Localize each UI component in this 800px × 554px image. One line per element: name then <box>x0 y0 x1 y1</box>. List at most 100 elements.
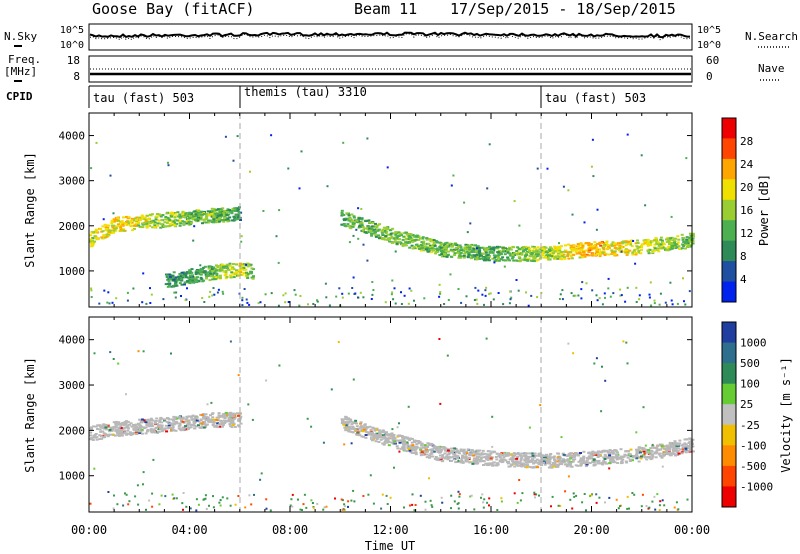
scatter-mark <box>456 503 459 505</box>
echo-mark <box>194 276 198 279</box>
echo-mark <box>611 241 615 244</box>
echo-mark <box>395 237 399 240</box>
velocity-x-ticks <box>88 317 693 512</box>
echo-mark <box>90 231 94 234</box>
scatter-mark <box>580 297 583 300</box>
scatter-mark <box>394 302 397 305</box>
scatter-mark <box>485 286 488 289</box>
colorbar-tick-label: 16 <box>740 204 753 217</box>
echo-mark <box>119 427 123 429</box>
scatter-mark <box>519 499 522 502</box>
echo-mark <box>140 217 144 220</box>
echo-mark <box>187 426 191 429</box>
echo-mark <box>682 245 686 247</box>
echo-mark <box>394 442 397 445</box>
echo-mark <box>354 220 358 223</box>
echo-mark <box>160 424 164 427</box>
echo-mark <box>637 251 640 254</box>
echo-mark <box>441 454 445 457</box>
echo-mark <box>649 458 653 461</box>
echo-mark <box>502 452 506 455</box>
echo-mark <box>689 438 693 440</box>
echo-mark <box>613 253 617 256</box>
cpid-segment-2: themis (tau) 3310 <box>244 85 367 99</box>
echo-mark <box>223 274 227 277</box>
echo-mark <box>462 452 466 455</box>
echo-mark <box>493 256 497 259</box>
echo-mark <box>167 282 170 285</box>
scatter-mark <box>282 294 285 297</box>
echo-mark <box>421 236 425 239</box>
echo-mark <box>611 251 614 253</box>
echo-mark <box>195 419 199 422</box>
echo-mark <box>167 280 171 283</box>
scatter-mark <box>684 303 687 306</box>
x-tick-label: 20:00 <box>573 523 609 537</box>
echo-mark <box>355 433 359 436</box>
echo-mark <box>471 462 475 465</box>
echo-mark <box>370 225 374 228</box>
echo-mark <box>427 250 431 253</box>
echo-mark <box>144 421 148 424</box>
echo-mark <box>206 210 210 213</box>
echo-mark <box>148 224 152 227</box>
colorbar-tick-label: -25 <box>740 419 760 432</box>
echo-mark <box>682 237 686 239</box>
scatter-mark <box>350 442 353 445</box>
echo-mark <box>458 452 461 455</box>
echo-mark <box>444 249 448 252</box>
echo-mark <box>485 462 489 465</box>
echo-mark <box>446 253 450 256</box>
echo-mark <box>134 427 138 430</box>
colorbar-tick-label: 12 <box>740 227 753 240</box>
echo-mark <box>552 462 555 465</box>
scatter-mark <box>446 354 449 357</box>
echo-mark <box>174 277 178 280</box>
echo-mark <box>218 276 222 279</box>
scatter-mark <box>264 293 267 296</box>
scatter-mark <box>348 241 351 244</box>
scatter-mark <box>162 298 165 301</box>
echo-mark <box>548 462 552 465</box>
echo-mark <box>243 263 246 266</box>
echo-mark <box>112 229 116 232</box>
echo-mark <box>90 426 94 429</box>
echo-mark <box>381 228 385 231</box>
echo-mark <box>143 419 147 422</box>
echo-mark <box>364 220 368 223</box>
echo-mark <box>481 453 485 456</box>
echo-mark <box>464 455 468 458</box>
echo-mark <box>448 450 452 453</box>
echo-mark <box>436 451 440 453</box>
echo-mark <box>462 256 466 259</box>
echo-mark <box>207 219 211 222</box>
echo-mark <box>495 462 499 465</box>
echo-mark <box>442 446 446 449</box>
echo-mark <box>164 216 168 218</box>
scatter-mark <box>465 295 468 298</box>
colorbar-tick-label: 1000 <box>740 337 767 350</box>
echo-mark <box>584 465 588 468</box>
echo-mark <box>480 452 484 455</box>
echo-mark <box>520 452 524 455</box>
freq-label-line2: [MHz] <box>4 65 37 78</box>
echo-mark <box>455 461 459 463</box>
echo-mark <box>209 214 213 217</box>
scatter-mark <box>109 351 112 354</box>
echo-mark <box>635 251 639 254</box>
scatter-mark <box>219 504 222 507</box>
echo-mark <box>150 213 154 216</box>
scatter-mark <box>237 495 240 497</box>
echo-mark <box>560 255 564 257</box>
echo-mark <box>187 221 191 224</box>
scatter-mark <box>343 505 346 508</box>
scatter-mark <box>302 503 305 506</box>
echo-mark <box>440 448 444 451</box>
echo-mark <box>440 242 444 245</box>
echo-mark <box>591 461 595 464</box>
echo-mark <box>636 239 639 242</box>
power-colorbar-label: Power [dB] <box>757 174 771 246</box>
echo-mark <box>193 417 197 420</box>
echo-mark <box>472 457 476 460</box>
echo-mark <box>461 455 464 458</box>
